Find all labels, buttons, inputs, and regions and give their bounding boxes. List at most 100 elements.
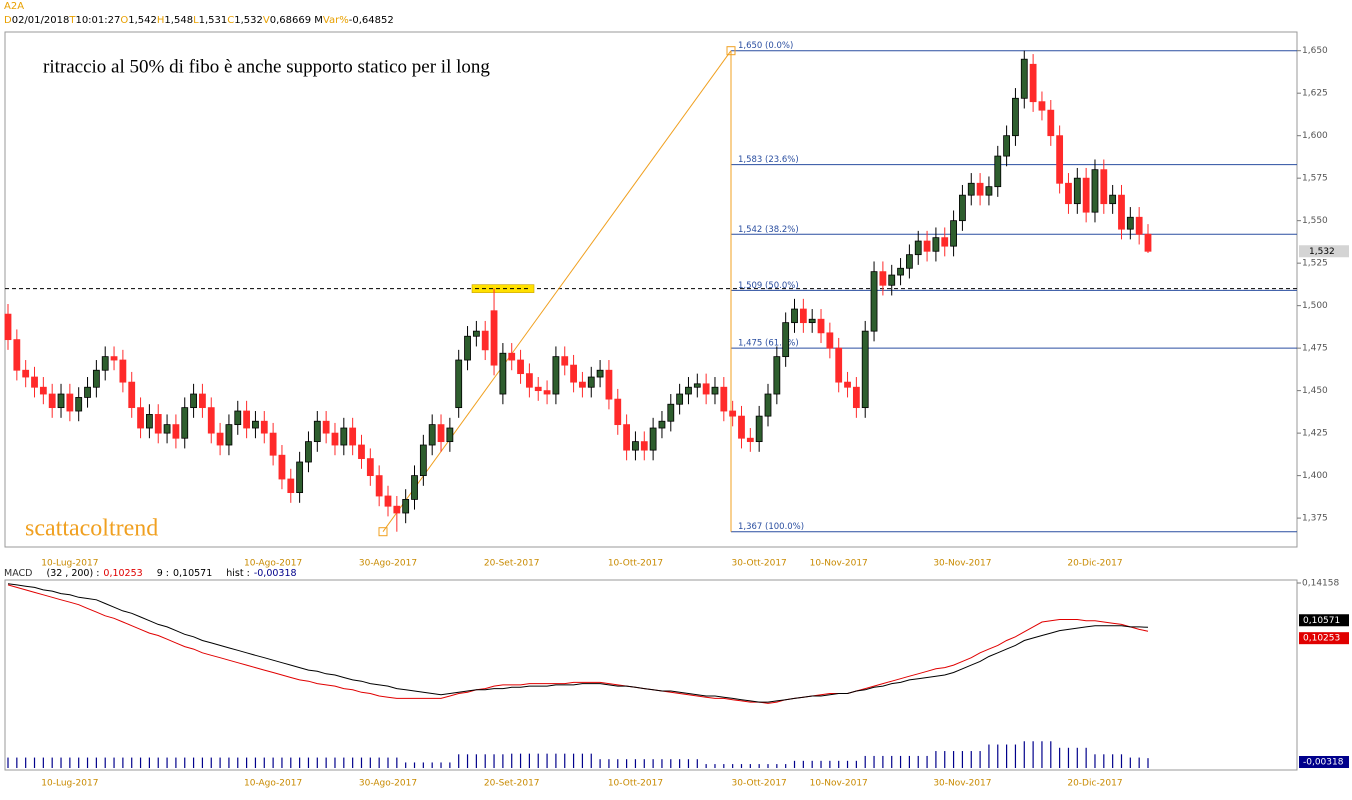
- y-tick-label: 1,450: [1302, 386, 1328, 396]
- candle-body: [31, 376, 38, 388]
- x-tick-label: 20-Set-2017: [484, 779, 540, 789]
- candle-body: [225, 424, 233, 446]
- candle-body: [384, 495, 392, 507]
- candle-body: [667, 403, 675, 422]
- candle-body: [1065, 182, 1072, 205]
- candle-body: [1144, 233, 1152, 252]
- candle-body: [932, 237, 940, 252]
- candle-body: [552, 356, 560, 395]
- candle-body: [1020, 58, 1028, 99]
- candle-body: [746, 437, 754, 443]
- y-tick-label: 1,475: [1302, 344, 1328, 354]
- x-tick-label: 30-Ago-2017: [359, 559, 417, 569]
- quote-header: D02/01/2018T10:01:27O1,542H1,548L1,531C1…: [4, 15, 394, 26]
- candle-body: [446, 427, 454, 443]
- y-tick-label: 1,525: [1302, 259, 1328, 269]
- candle-body: [914, 240, 922, 256]
- candle-body: [1073, 177, 1081, 205]
- annotation: ritraccio al 50% di fibo è anche support…: [43, 56, 490, 77]
- candle-body: [693, 383, 701, 388]
- candle-body: [861, 330, 869, 409]
- candle-body: [561, 356, 569, 366]
- candle-body: [1003, 135, 1011, 157]
- field-key: V: [262, 15, 270, 26]
- candle-body: [579, 381, 586, 388]
- macd-line: [7, 583, 1149, 703]
- y-tick-label: 1,550: [1302, 216, 1328, 226]
- candle-body: [570, 364, 577, 383]
- symbol-header: A2A: [4, 1, 24, 12]
- candle-body: [835, 347, 843, 383]
- field-key: H: [156, 15, 165, 26]
- candle-body: [340, 427, 348, 446]
- x-tick-label: 10-Lug-2017: [41, 779, 98, 789]
- candle-body: [632, 441, 639, 451]
- candle-body: [252, 420, 259, 429]
- candle-body: [331, 432, 339, 446]
- candle-body: [66, 393, 74, 412]
- candle-body: [172, 424, 180, 439]
- candle-body: [879, 271, 887, 286]
- candle-body: [1012, 97, 1019, 137]
- value-box: [1299, 632, 1349, 645]
- candle-body: [366, 458, 374, 477]
- candle-body: [950, 220, 957, 247]
- candle-body: [923, 240, 931, 252]
- fibo-label: 1,367 (100.0%): [738, 522, 804, 532]
- field-value: 10:01:27: [75, 15, 121, 26]
- candle-body: [22, 369, 30, 378]
- x-tick-label: 30-Ago-2017: [359, 779, 417, 789]
- field-value: -0,64852: [348, 15, 394, 26]
- candle-body: [870, 271, 878, 332]
- y-tick-label: 1,425: [1302, 429, 1328, 439]
- candle-body: [13, 339, 21, 371]
- x-tick-label: 30-Ott-2017: [732, 779, 787, 789]
- candle-body: [472, 330, 480, 337]
- candle-body: [260, 420, 268, 434]
- candle-body: [375, 475, 383, 497]
- candle-body: [543, 390, 551, 395]
- candle-body: [57, 393, 65, 409]
- candle-body: [1047, 109, 1055, 137]
- candle-body: [322, 420, 330, 434]
- candle-body: [985, 186, 993, 196]
- candle-body: [640, 441, 648, 451]
- candle-body: [154, 414, 162, 434]
- candle-body: [702, 383, 710, 395]
- candle-body: [941, 237, 949, 247]
- candle-body: [720, 386, 728, 412]
- candle-body: [269, 432, 277, 456]
- field-key: C: [227, 15, 235, 26]
- hist-name: hist :: [226, 568, 250, 579]
- candle-body: [305, 441, 312, 463]
- field-key: L: [193, 15, 199, 26]
- field-key: D: [4, 15, 12, 26]
- field-value: 1,531: [198, 15, 228, 26]
- candle-body: [437, 424, 445, 443]
- candle-body: [791, 308, 798, 324]
- candle-body: [48, 393, 56, 409]
- candle-body: [402, 499, 410, 514]
- value-box-label: 0,10571: [1303, 616, 1340, 626]
- macd-line: [7, 584, 1149, 704]
- symbol: A2A: [4, 1, 25, 12]
- candle-body: [190, 393, 197, 409]
- macd-title: MACD: [4, 568, 33, 579]
- candle-body: [163, 424, 171, 434]
- series-value: 0,10253: [103, 568, 143, 579]
- x-tick-label: 10-Nov-2017: [810, 559, 868, 569]
- candle-body: [199, 393, 206, 409]
- candle-body: [499, 352, 507, 395]
- fibo-label: 1,650 (0.0%): [738, 41, 793, 51]
- candle-body: [755, 415, 763, 443]
- candle-body: [658, 420, 666, 429]
- candle-body: [729, 410, 737, 417]
- field-key: T: [69, 15, 76, 26]
- y-tick-label: 0,14158: [1302, 579, 1339, 589]
- candle-body: [1118, 194, 1125, 230]
- candle-body: [817, 318, 825, 334]
- value-box-label: 0,10253: [1303, 634, 1340, 644]
- candle-body: [649, 427, 657, 451]
